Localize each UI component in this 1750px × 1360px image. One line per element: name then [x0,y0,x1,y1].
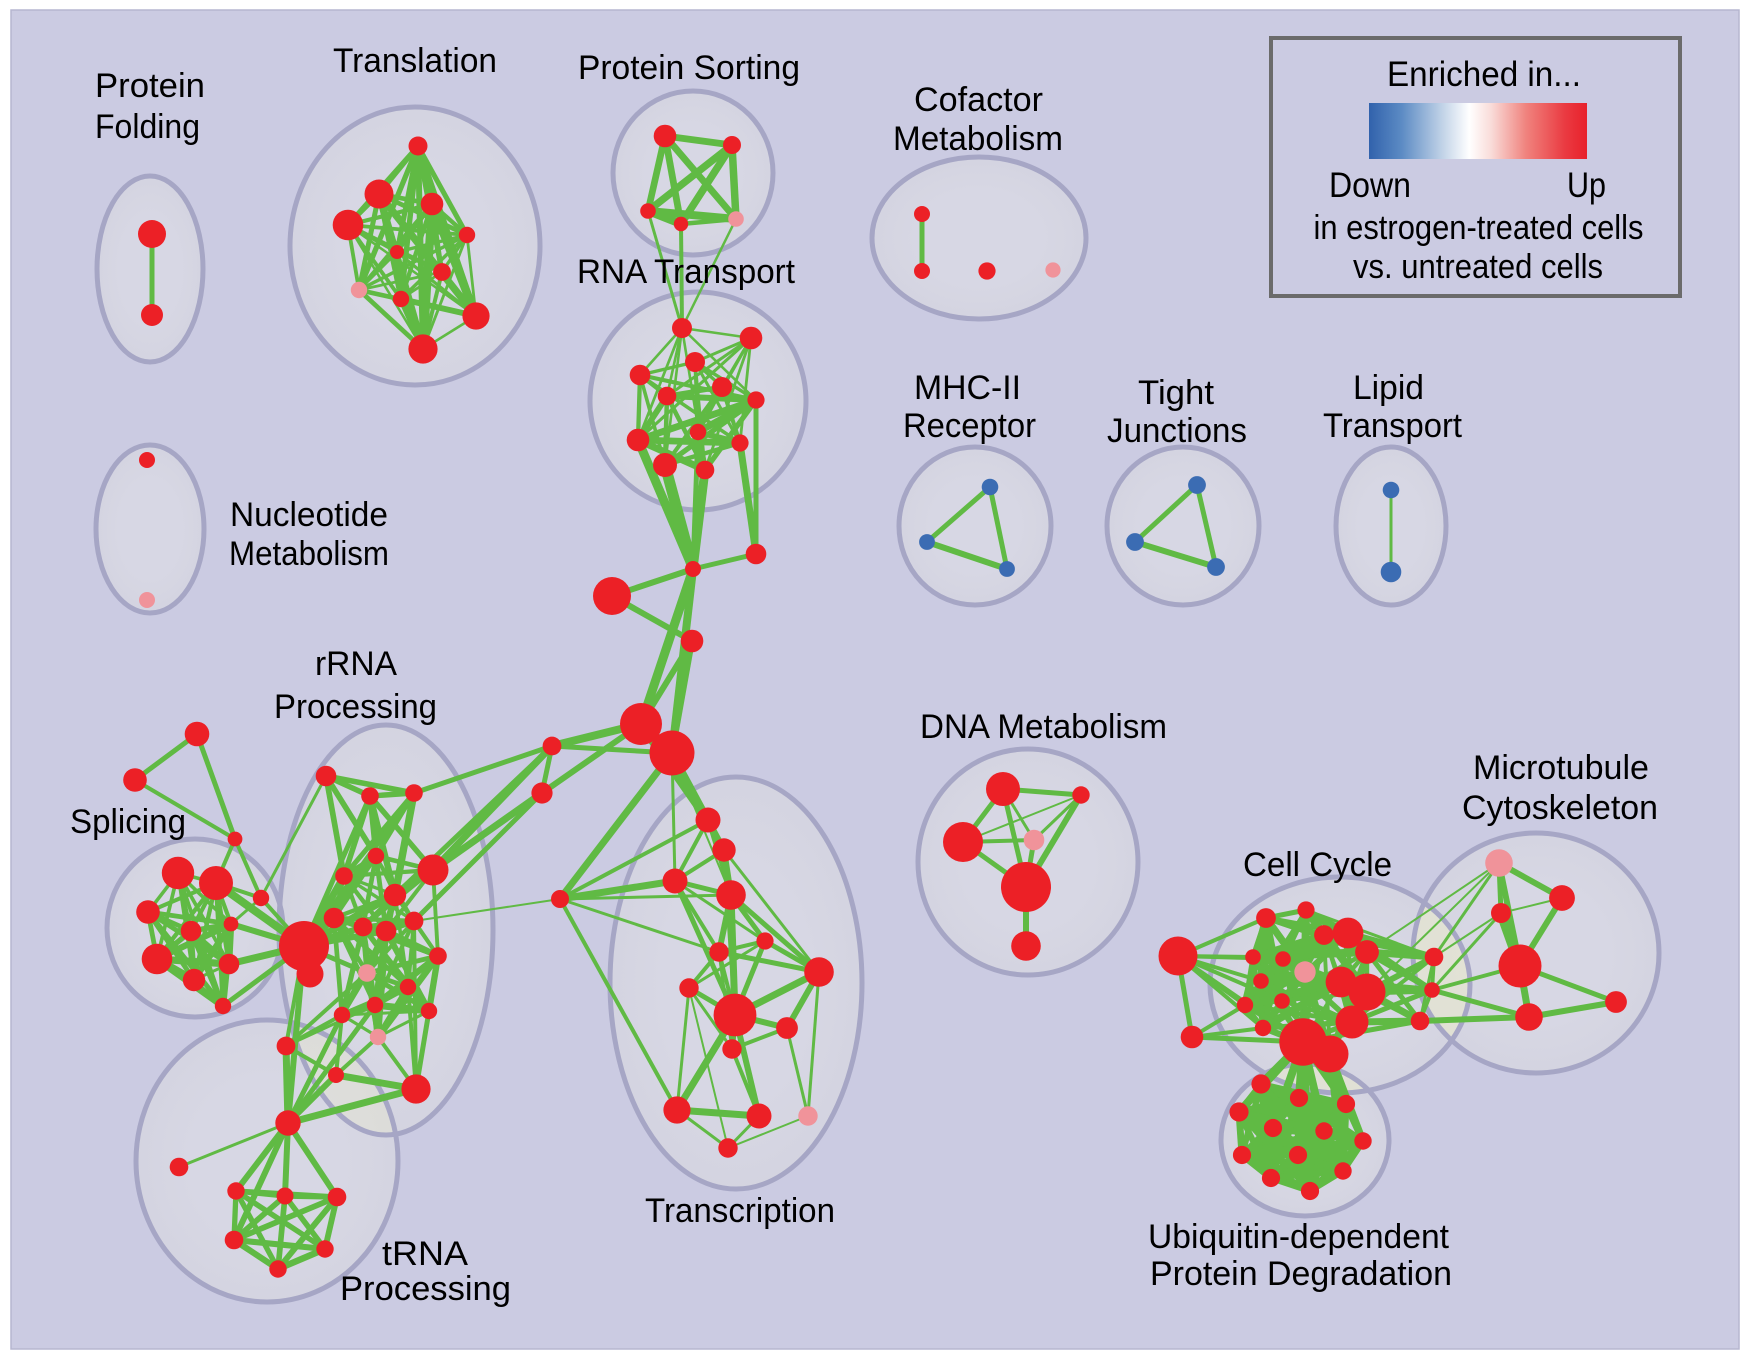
svg-text:RNA Transport: RNA Transport [577,253,796,291]
svg-text:Metabolism: Metabolism [229,535,389,573]
svg-text:DNA Metabolism: DNA Metabolism [920,708,1167,746]
svg-text:in estrogen-treated cells: in estrogen-treated cells [1314,209,1644,247]
svg-text:Cytoskeleton: Cytoskeleton [1462,789,1658,827]
svg-text:Enriched in...: Enriched in... [1387,55,1581,94]
svg-text:Protein: Protein [95,67,205,105]
svg-text:Microtubule: Microtubule [1473,749,1649,787]
svg-text:Folding: Folding [95,108,200,146]
svg-text:Lipid: Lipid [1353,369,1424,407]
svg-text:Protein Sorting: Protein Sorting [578,49,800,87]
svg-text:Ubiquitin-dependent: Ubiquitin-dependent [1148,1218,1450,1256]
svg-text:Up: Up [1567,166,1606,205]
svg-text:Metabolism: Metabolism [893,120,1063,158]
svg-text:Transcription: Transcription [645,1192,835,1230]
svg-text:Receptor: Receptor [903,407,1036,445]
svg-text:tRNA: tRNA [382,1235,468,1273]
svg-text:Protein Degradation: Protein Degradation [1150,1255,1452,1293]
svg-text:Cofactor: Cofactor [914,81,1043,119]
svg-text:Processing: Processing [340,1270,511,1308]
svg-text:Cell Cycle: Cell Cycle [1243,846,1392,884]
svg-text:MHC-II: MHC-II [914,369,1021,407]
svg-text:Junctions: Junctions [1107,412,1247,450]
svg-text:vs. untreated cells: vs. untreated cells [1353,248,1603,286]
svg-text:Splicing: Splicing [70,803,186,841]
svg-text:rRNA: rRNA [315,645,397,683]
svg-text:Transport: Transport [1323,407,1463,445]
svg-text:Translation: Translation [333,42,497,80]
svg-text:Tight: Tight [1138,374,1215,412]
svg-text:Down: Down [1329,166,1411,205]
svg-text:Nucleotide: Nucleotide [230,496,388,534]
svg-text:Processing: Processing [274,688,437,726]
